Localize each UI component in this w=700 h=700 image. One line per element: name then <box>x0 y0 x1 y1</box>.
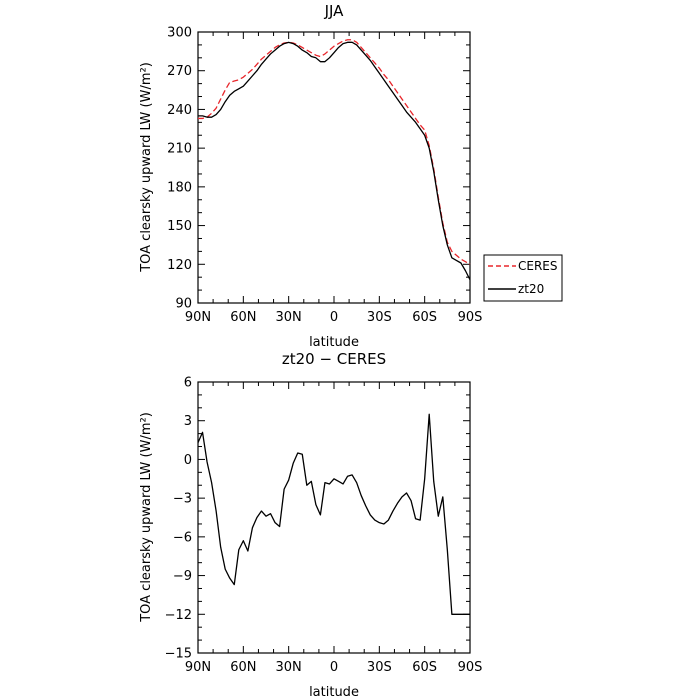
legend-box <box>483 254 563 302</box>
top-x-axis-label: latitude <box>309 335 359 350</box>
y-tick-label: −6 <box>173 530 192 545</box>
x-tick-label: 0 <box>330 660 338 675</box>
top-plot-frame <box>197 31 471 304</box>
y-tick-label: 0 <box>184 453 192 468</box>
x-tick-label: 90N <box>185 660 211 675</box>
legend-label-ceres: CERES <box>518 259 558 273</box>
y-tick-label: 120 <box>167 258 192 273</box>
x-tick-label: 90S <box>458 660 483 675</box>
y-tick-label: 6 <box>184 376 192 391</box>
x-tick-label: 30N <box>276 660 302 675</box>
y-tick-label: 3 <box>184 414 192 429</box>
x-tick-label: 60S <box>412 310 437 325</box>
bottom-panel: zt20 − CERES 90N 60N 30N 0 30S 60S 90S −15 −12 −9… <box>139 350 482 700</box>
y-tick-label: 300 <box>167 26 192 41</box>
bottom-chart-title: zt20 − CERES <box>282 350 386 368</box>
x-tick-label: 30S <box>367 310 392 325</box>
y-tick-label: −12 <box>165 608 192 623</box>
top-legend: CERES zt20 <box>483 254 563 302</box>
legend-label-zt20: zt20 <box>518 282 544 296</box>
x-tick-label: 30S <box>367 660 392 675</box>
y-tick-label: −9 <box>173 569 192 584</box>
series-line-ceres <box>198 39 471 265</box>
x-tick-label: 60N <box>230 660 256 675</box>
x-tick-label: 60N <box>230 310 256 325</box>
x-tick-label: 60S <box>412 660 437 675</box>
x-tick-label: 30N <box>276 310 302 325</box>
y-tick-label: 240 <box>167 103 192 118</box>
y-tick-label: −3 <box>173 492 192 507</box>
y-tick-label: 180 <box>167 180 192 195</box>
top-panel: JJA 90N 60N 30N 0 30S 60S 90S 90 120 150 180 210 240… <box>139 2 563 350</box>
y-tick-label: 150 <box>167 219 192 234</box>
x-tick-label: 0 <box>330 310 338 325</box>
bottom-y-axis-label: TOA clearsky upward LW (W/m²) <box>139 412 154 623</box>
top-y-axis-label: TOA clearsky upward LW (W/m²) <box>139 62 154 273</box>
bottom-x-axis-label: latitude <box>309 685 359 700</box>
y-tick-label: 270 <box>167 64 192 79</box>
top-chart-title: JJA <box>324 2 345 20</box>
series-line-difference <box>197 413 470 615</box>
y-tick-label: 90 <box>175 297 192 312</box>
series-line-zt20 <box>198 41 471 281</box>
y-tick-label: 210 <box>167 142 192 157</box>
x-tick-label: 90S <box>458 310 483 325</box>
x-tick-label: 90N <box>185 310 211 325</box>
y-tick-label: −15 <box>165 647 192 662</box>
